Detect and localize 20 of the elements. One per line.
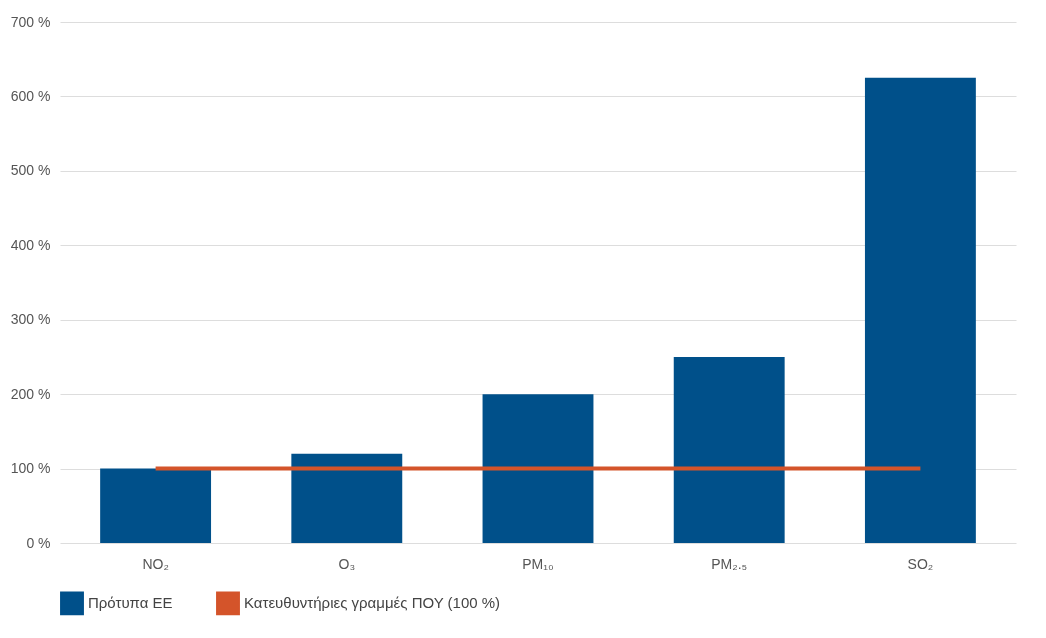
x-tick-label: O₃: [338, 555, 356, 572]
bar: [673, 356, 785, 543]
legend-label: Πρότυπα ΕΕ: [88, 594, 173, 612]
x-tick-label: SO₂: [907, 555, 934, 572]
x-tick-label: NO₂: [142, 555, 169, 572]
y-tick-label: 300 %: [10, 311, 51, 328]
y-tick-label: 400 %: [10, 236, 51, 253]
y-tick-label: 700 %: [10, 13, 51, 30]
y-tick-label: 200 %: [10, 385, 51, 402]
x-tick-label: PM₂.₅: [711, 555, 748, 572]
bar: [291, 453, 403, 543]
bar: [864, 77, 976, 543]
y-tick-label: 600 %: [10, 87, 51, 104]
y-tick-label: 500 %: [10, 162, 51, 179]
y-tick-label: 0 %: [26, 534, 51, 551]
x-tick-label: PM₁₀: [522, 555, 554, 572]
bar: [482, 394, 594, 543]
bar: [100, 468, 212, 543]
legend-label: Κατευθυντήριες γραμμές ΠΟΥ (100 %): [244, 594, 501, 612]
y-tick-label: 100 %: [10, 460, 51, 477]
